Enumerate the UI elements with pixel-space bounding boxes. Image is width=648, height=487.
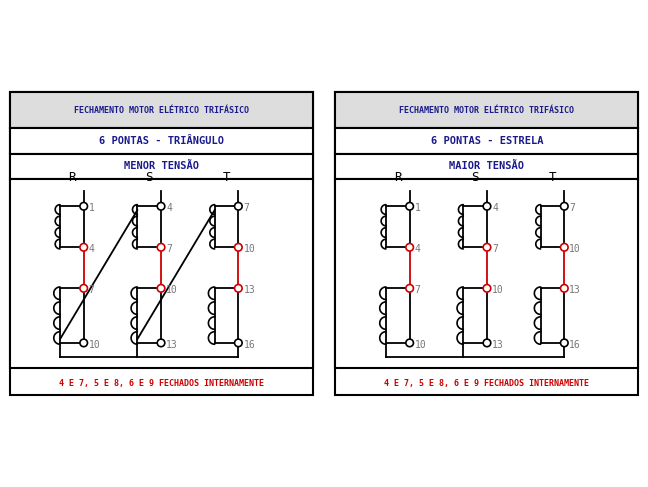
Circle shape [80,284,87,292]
Text: 4: 4 [166,203,172,213]
Circle shape [80,203,87,210]
Circle shape [483,203,491,210]
Text: 4 E 7, 5 E 8, 6 E 9 FECHADOS INTERNAMENTE: 4 E 7, 5 E 8, 6 E 9 FECHADOS INTERNAMENT… [58,379,264,389]
Circle shape [80,244,87,251]
Text: 4: 4 [415,244,421,254]
Text: T: T [223,170,230,184]
Circle shape [157,244,165,251]
Text: 10: 10 [89,340,100,350]
Text: 10: 10 [244,244,255,254]
Circle shape [406,244,413,251]
Text: 10: 10 [415,340,426,350]
Text: 13: 13 [570,285,581,295]
Text: R: R [68,170,76,184]
Text: 7: 7 [570,203,575,213]
Bar [10,179,312,368]
Bar [336,92,638,128]
Bar [10,92,312,128]
Circle shape [80,339,87,347]
Circle shape [561,203,568,210]
Text: 4: 4 [492,203,498,213]
Circle shape [561,244,568,251]
Text: 4 E 7, 5 E 8, 6 E 9 FECHADOS INTERNAMENTE: 4 E 7, 5 E 8, 6 E 9 FECHADOS INTERNAMENT… [384,379,590,389]
Text: 7: 7 [244,203,249,213]
Text: 1: 1 [89,203,95,213]
Text: T: T [549,170,556,184]
Circle shape [157,284,165,292]
Text: 10: 10 [570,244,581,254]
Text: S: S [471,170,479,184]
Circle shape [561,284,568,292]
Circle shape [483,339,491,347]
Circle shape [561,339,568,347]
Circle shape [157,339,165,347]
Text: FECHAMENTO MOTOR ELÉTRICO TRIFÁSICO: FECHAMENTO MOTOR ELÉTRICO TRIFÁSICO [73,106,249,114]
Text: MENOR TENSÃO: MENOR TENSÃO [124,161,198,171]
Bar [336,153,638,179]
Text: 6 PONTAS - TRIÂNGULO: 6 PONTAS - TRIÂNGULO [98,136,224,146]
Text: 6 PONTAS - ESTRELA: 6 PONTAS - ESTRELA [431,136,543,146]
Text: 7: 7 [492,244,498,254]
Text: 7: 7 [89,285,95,295]
Text: 1: 1 [415,203,421,213]
Text: 13: 13 [492,340,503,350]
Text: FECHAMENTO MOTOR ELÉTRICO TRIFÁSICO: FECHAMENTO MOTOR ELÉTRICO TRIFÁSICO [399,106,575,114]
Circle shape [483,284,491,292]
Bar [10,128,312,153]
Text: 10: 10 [166,285,178,295]
Text: S: S [145,170,153,184]
Text: 13: 13 [166,340,178,350]
Circle shape [235,203,242,210]
Circle shape [406,339,413,347]
Bar [336,128,638,153]
Text: 16: 16 [570,340,581,350]
Text: R: R [394,170,402,184]
Circle shape [157,203,165,210]
Bar [10,153,312,179]
Circle shape [235,339,242,347]
Circle shape [235,244,242,251]
Text: 7: 7 [166,244,172,254]
Circle shape [406,203,413,210]
Text: 10: 10 [492,285,503,295]
Text: 4: 4 [89,244,95,254]
Circle shape [406,284,413,292]
Circle shape [483,244,491,251]
Circle shape [235,284,242,292]
Text: MAIOR TENSÃO: MAIOR TENSÃO [450,161,524,171]
Text: 16: 16 [244,340,255,350]
Text: 13: 13 [244,285,255,295]
Bar [336,179,638,368]
Text: 7: 7 [415,285,421,295]
